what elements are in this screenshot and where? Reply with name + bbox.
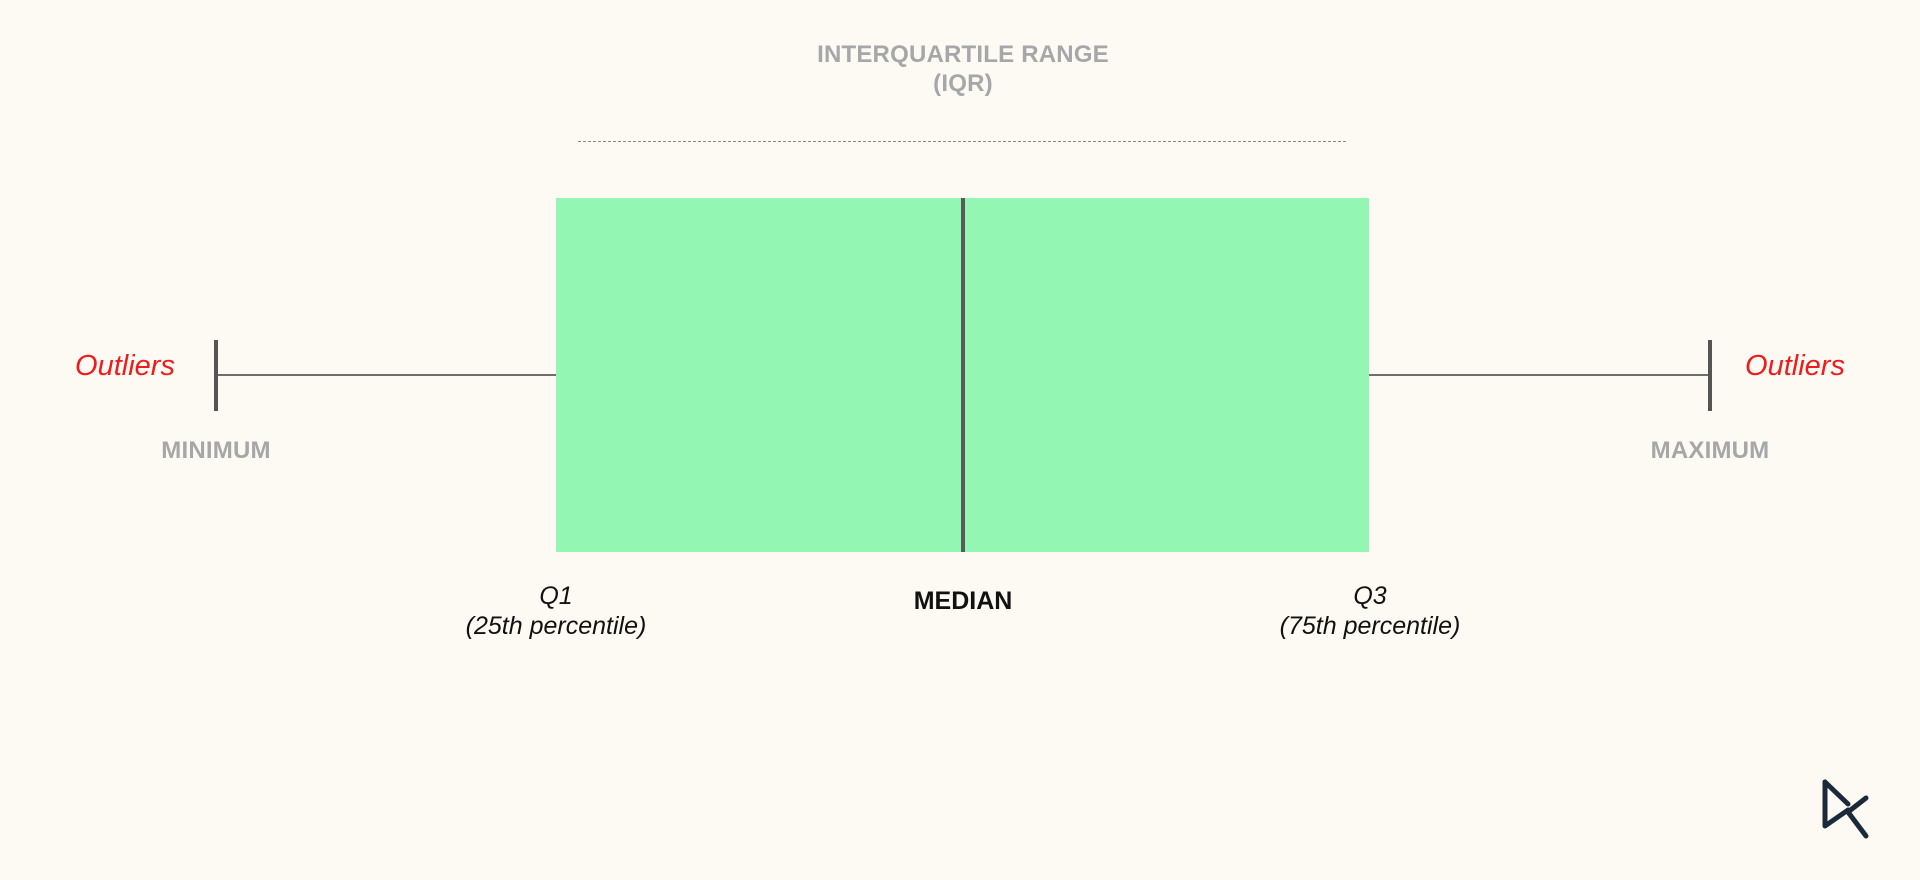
iqr-label: INTERQUARTILE RANGE (IQR) xyxy=(760,40,1166,98)
q3-label-line1: Q3 xyxy=(1353,582,1387,610)
q1-label-line1: Q1 xyxy=(539,582,573,610)
q1-label-line2: (25th percentile) xyxy=(465,612,647,640)
median-label: MEDIAN xyxy=(913,587,1013,615)
maximum-label: MAXIMUM xyxy=(1650,437,1770,464)
q1-label: Q1 (25th percentile) xyxy=(406,581,706,641)
q3-label-line2: (75th percentile) xyxy=(1279,612,1461,640)
iqr-label-line2: (IQR) xyxy=(933,70,993,97)
right-whisker xyxy=(1369,374,1710,376)
iqr-dashed-line xyxy=(578,141,1346,142)
outliers-right-label: Outliers xyxy=(1745,350,1845,382)
median-line xyxy=(961,198,965,552)
maximum-cap xyxy=(1708,340,1712,411)
left-whisker xyxy=(216,374,556,376)
minimum-cap xyxy=(214,340,218,411)
iqr-label-line1: INTERQUARTILE RANGE xyxy=(817,41,1109,68)
outliers-left-label: Outliers xyxy=(75,350,175,382)
datacamp-logo-icon xyxy=(1822,779,1869,839)
q3-label: Q3 (75th percentile) xyxy=(1220,581,1520,641)
minimum-label: MINIMUM xyxy=(161,437,271,464)
